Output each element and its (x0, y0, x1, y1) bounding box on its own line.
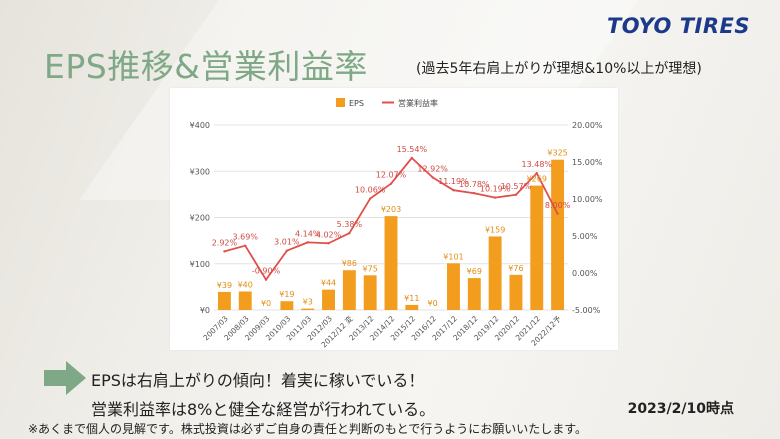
eps-margin-chart: ¥0 ¥100 ¥200 ¥300 ¥400 -5.00% 0.00% 5.00% 10.00%… (190, 98, 603, 349)
margin-data-label: 5.38% (337, 220, 363, 229)
brand-logo: TOYO TIRES (606, 14, 750, 38)
y-left-tick: ¥100 (190, 260, 210, 269)
eps-data-label: ¥39 (217, 281, 232, 290)
eps-bar (467, 278, 481, 310)
y-right-tick: -5.00% (572, 306, 601, 315)
eps-bar (551, 159, 565, 310)
operating-margin-point (452, 188, 455, 192)
eps-bar (447, 263, 460, 310)
eps-data-label: ¥101 (443, 252, 463, 261)
eps-bar (488, 236, 502, 310)
eps-data-label: ¥269 (527, 175, 547, 184)
eps-bar (342, 270, 356, 310)
operating-margin-point (556, 212, 559, 215)
eps-data-label: ¥325 (547, 149, 567, 158)
y-left-tick: ¥400 (190, 121, 210, 130)
y-left-tick: ¥300 (190, 167, 210, 176)
operating-margin-point (306, 241, 309, 244)
eps-bar (509, 274, 523, 310)
y-right-tick: 5.00% (572, 232, 598, 241)
operating-margin-point (535, 172, 538, 175)
margin-data-label: 10.19% (480, 185, 511, 194)
note-eps: EPSは右肩上がりの傾向！着実に稼いでいる！ (91, 371, 425, 390)
margin-data-label: 3.01% (274, 238, 300, 247)
eps-data-label: ¥75 (363, 264, 378, 273)
note-margin: 営業利益率は8%と健全な経営が行われている。 (91, 400, 436, 419)
y-right-tick: 20.00% (572, 121, 603, 130)
y-right-tick: 15.00% (572, 158, 603, 167)
eps-bar (322, 289, 335, 310)
eps-bar (217, 291, 231, 310)
operating-margin-point (264, 278, 268, 281)
eps-data-label: ¥19 (279, 290, 294, 299)
operating-margin-point (223, 250, 226, 253)
eps-bar (384, 216, 398, 310)
margin-data-label: 10.78% (459, 180, 490, 189)
eps-data-label: ¥11 (404, 294, 419, 303)
operating-margin-point (348, 231, 351, 235)
margin-data-label: 4.14% (295, 229, 321, 238)
margin-data-label: 13.48% (522, 160, 553, 169)
margin-data-label: 8.00% (545, 201, 571, 210)
operating-margin-point (493, 196, 497, 199)
eps-bar (405, 304, 419, 310)
operating-margin-point (389, 182, 393, 185)
legend-eps-swatch (336, 98, 345, 107)
eps-data-label: ¥40 (238, 281, 253, 290)
operating-margin-point (514, 193, 518, 196)
disclaimer: ※あくまで個人の見解です。株式投資は必ずご自身の責任と判断のもとで行うようにお願… (28, 422, 588, 436)
margin-data-label: 11.19% (438, 177, 469, 186)
as-of-date: 2023/2/10時点 (627, 401, 734, 417)
legend-margin-label: 営業利益率 (398, 98, 438, 108)
operating-margin-point (410, 156, 414, 160)
margin-data-label: 12.07% (376, 171, 407, 180)
margin-data-label: 10.06% (355, 186, 386, 195)
eps-data-label: ¥76 (508, 264, 523, 273)
margin-data-label: 2.92% (212, 238, 238, 247)
operating-margin-point (368, 197, 372, 200)
eps-data-label: ¥203 (381, 205, 401, 214)
operating-margin-point (244, 244, 247, 247)
margin-data-label: 10.57% (501, 182, 532, 191)
chart-card: ¥0 ¥100 ¥200 ¥300 ¥400 -5.00% 0.00% 5.00% 10.00%… (170, 88, 618, 350)
eps-data-label: ¥44 (321, 279, 336, 288)
eps-bar (301, 308, 315, 310)
page-title: EPS推移&営業利益率 (44, 47, 368, 86)
margin-data-label: 15.54% (397, 145, 428, 154)
legend-eps-label: EPS (349, 99, 364, 108)
margin-data-label: 4.02% (316, 230, 342, 239)
arrow-right-icon (44, 361, 86, 395)
operating-margin-point (285, 249, 289, 252)
eps-data-label: ¥159 (485, 225, 505, 234)
eps-data-label: ¥0 (428, 299, 438, 308)
operating-margin-point (327, 242, 330, 245)
y-right-tick: 0.00% (572, 269, 598, 278)
margin-data-label: 3.69% (233, 233, 259, 242)
eps-data-label: ¥0 (261, 299, 271, 308)
operating-margin-point (473, 192, 476, 195)
eps-bar (280, 301, 294, 310)
margin-data-label: -0.90% (252, 267, 281, 276)
eps-bar (530, 185, 544, 310)
y-left-tick: ¥0 (200, 306, 210, 315)
page-subtitle: (過去5年右肩上がりが理想&10%以上が理想) (416, 61, 702, 77)
margin-data-label: 12.92% (417, 164, 448, 173)
eps-data-label: ¥86 (342, 259, 357, 268)
y-left-tick: ¥200 (190, 214, 210, 223)
eps-bar (238, 291, 252, 310)
operating-margin-point (431, 176, 434, 179)
eps-bar (363, 275, 377, 310)
eps-data-label: ¥69 (467, 267, 482, 276)
eps-data-label: ¥3 (303, 298, 313, 307)
y-right-tick: 10.00% (572, 195, 603, 204)
